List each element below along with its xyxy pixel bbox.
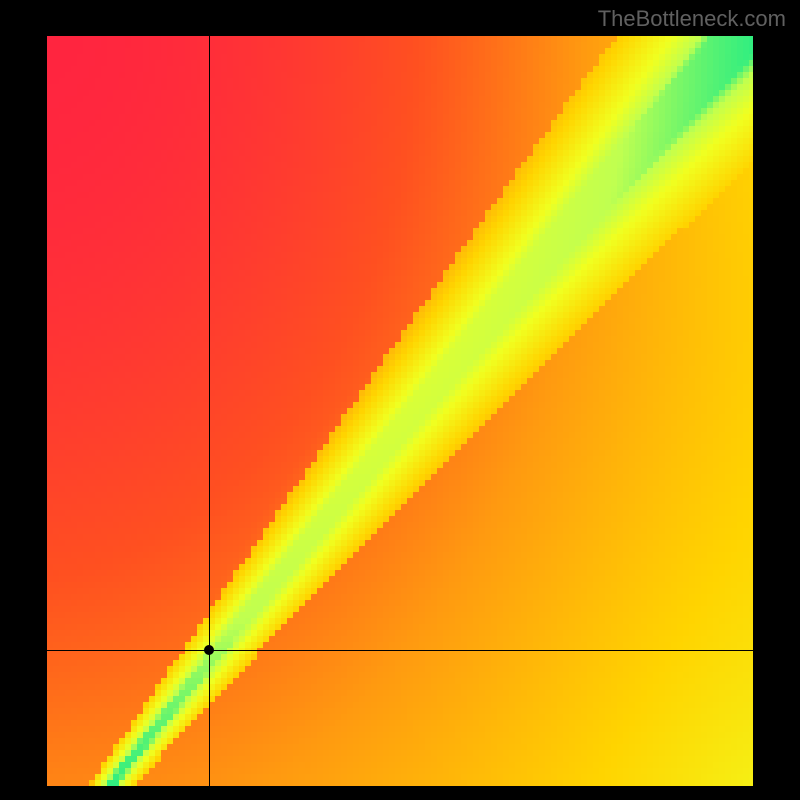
chart-frame: TheBottleneck.com [0,0,800,800]
watermark-text: TheBottleneck.com [598,6,786,32]
crosshair-vertical [209,36,210,786]
plot-area [47,36,753,786]
crosshair-marker [204,645,214,655]
crosshair-horizontal [47,650,753,651]
heatmap-canvas [47,36,753,786]
